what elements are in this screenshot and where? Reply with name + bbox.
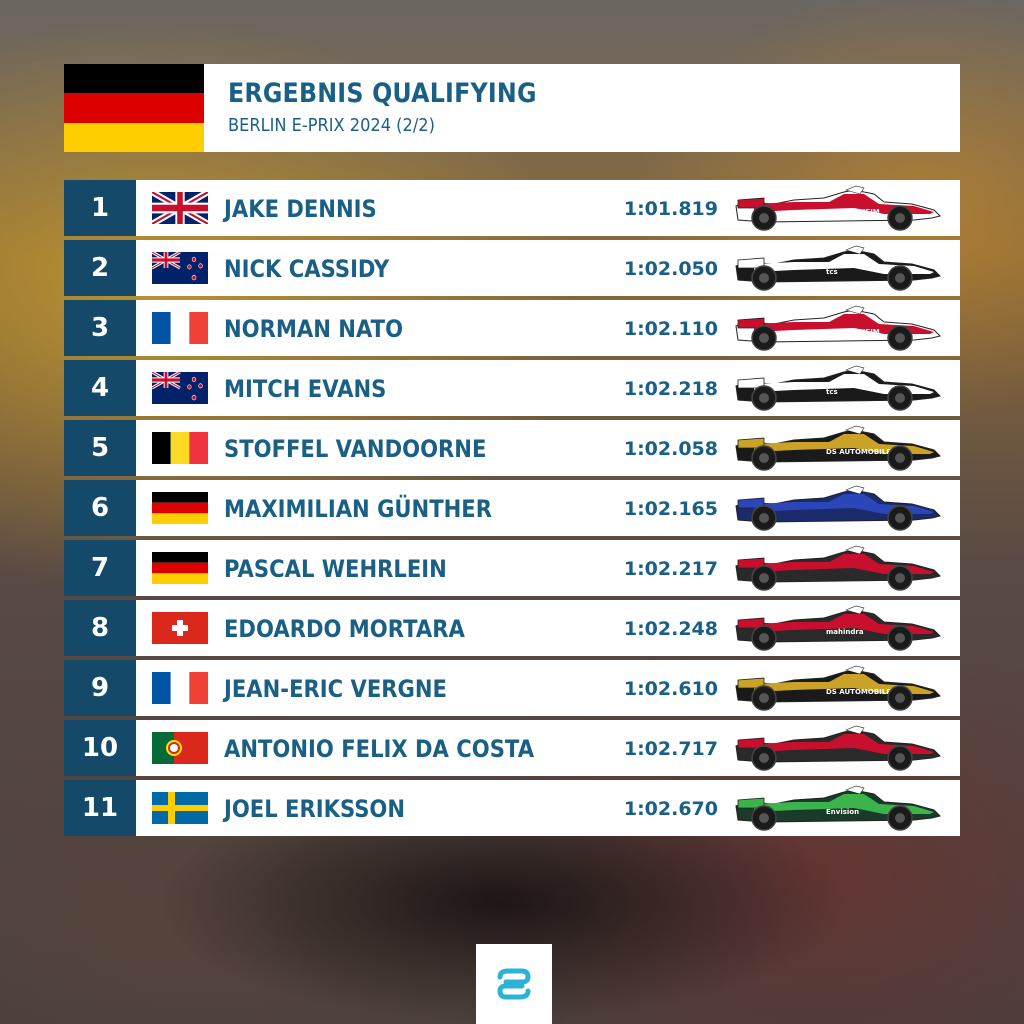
- result-row: 1 JAKE DENNIS 1:01.819 GUGGENHEIM: [64, 180, 960, 236]
- flag-stripe-gold: [64, 122, 204, 152]
- driver-name: JOEL ERIKSSON: [224, 795, 406, 823]
- lap-time: 1:02.670: [623, 798, 718, 820]
- position-number: 7: [64, 540, 136, 596]
- car-ds-icon: DS AUTOMOBILES: [734, 424, 944, 472]
- car-ds-icon: DS AUTOMOBILES: [734, 664, 944, 712]
- formula-e-logo-icon: [497, 968, 531, 1000]
- result-row: 6 MAXIMILIAN GÜNTHER 1:02.165: [64, 480, 960, 536]
- result-row: 10 ANTONIO FELIX DA COSTA 1:02.717: [64, 720, 960, 776]
- car-envision-icon: Envision: [734, 784, 944, 832]
- svg-text:GUGGENHEIM: GUGGENHEIM: [826, 208, 880, 216]
- driver-name: MAXIMILIAN GÜNTHER: [224, 495, 493, 523]
- lap-time: 1:02.217: [623, 558, 718, 580]
- ch-flag-icon: [152, 612, 208, 644]
- position-number: 8: [64, 600, 136, 656]
- position-number: 11: [64, 780, 136, 836]
- driver-name: JEAN-ERIC VERGNE: [224, 675, 447, 703]
- lap-time: 1:01.819: [623, 198, 718, 220]
- result-row: 11 JOEL ERIKSSON 1:02.670 Envision: [64, 780, 960, 836]
- car-porsche-icon: [734, 544, 944, 592]
- svg-text:mahindra: mahindra: [826, 628, 864, 636]
- position-number: 3: [64, 300, 136, 356]
- car-mahindra-icon: mahindra: [734, 604, 944, 652]
- lap-time: 1:02.058: [623, 438, 718, 460]
- position-number: 9: [64, 660, 136, 716]
- lap-time: 1:02.717: [623, 738, 718, 760]
- de-flag-icon: [152, 552, 208, 584]
- result-row: 4 MITCH EVANS 1:02.218 tcs: [64, 360, 960, 416]
- flag-stripe-black: [64, 64, 204, 94]
- de-flag-icon: [152, 492, 208, 524]
- svg-text:DS AUTOMOBILES: DS AUTOMOBILES: [826, 688, 896, 696]
- lap-time: 1:02.610: [623, 678, 718, 700]
- se-flag-icon: [152, 792, 208, 824]
- pt-flag-icon: [152, 732, 208, 764]
- car-jaguar-icon: tcs: [734, 244, 944, 292]
- formula-e-logo: [476, 944, 552, 1024]
- gb-flag-icon: [152, 192, 208, 224]
- fr-flag-icon: [152, 672, 208, 704]
- position-number: 2: [64, 240, 136, 296]
- page-title: ERGEBNIS QUALIFYING: [228, 78, 537, 109]
- car-porsche-icon: [734, 724, 944, 772]
- lap-time: 1:02.248: [623, 618, 718, 640]
- position-number: 10: [64, 720, 136, 776]
- lap-time: 1:02.050: [623, 258, 718, 280]
- germany-flag-icon: [64, 64, 204, 152]
- car-andretti-icon: GUGGENHEIM: [734, 304, 944, 352]
- result-row: 5 STOFFEL VANDOORNE 1:02.058 DS AUTOMOBI…: [64, 420, 960, 476]
- svg-text:GUGGENHEIM: GUGGENHEIM: [826, 328, 880, 336]
- nz-flag-icon: [152, 372, 208, 404]
- driver-name: MITCH EVANS: [224, 375, 387, 403]
- car-maserati-icon: [734, 484, 944, 532]
- position-number: 4: [64, 360, 136, 416]
- position-number: 1: [64, 180, 136, 236]
- driver-name: NICK CASSIDY: [224, 255, 390, 283]
- position-number: 6: [64, 480, 136, 536]
- driver-name: PASCAL WEHRLEIN: [224, 555, 447, 583]
- car-jaguar-icon: tcs: [734, 364, 944, 412]
- svg-text:tcs: tcs: [826, 388, 838, 396]
- fr-flag-icon: [152, 312, 208, 344]
- result-row: 7 PASCAL WEHRLEIN 1:02.217: [64, 540, 960, 596]
- lap-time: 1:02.218: [623, 378, 718, 400]
- driver-name: ANTONIO FELIX DA COSTA: [224, 735, 535, 763]
- driver-name: JAKE DENNIS: [224, 195, 377, 223]
- header-panel: ERGEBNIS QUALIFYING BERLIN E-PRIX 2024 (…: [64, 64, 960, 152]
- car-andretti-icon: GUGGENHEIM: [734, 184, 944, 232]
- result-row: 8 EDOARDO MORTARA 1:02.248 mahindra: [64, 600, 960, 656]
- result-row: 2 NICK CASSIDY 1:02.050 tcs: [64, 240, 960, 296]
- page-subtitle: BERLIN E-PRIX 2024 (2/2): [228, 115, 435, 136]
- lap-time: 1:02.110: [623, 318, 718, 340]
- position-number: 5: [64, 420, 136, 476]
- nz-flag-icon: [152, 252, 208, 284]
- result-row: 9 JEAN-ERIC VERGNE 1:02.610 DS AUTOMOBIL…: [64, 660, 960, 716]
- driver-name: EDOARDO MORTARA: [224, 615, 465, 643]
- svg-text:Envision: Envision: [826, 808, 859, 816]
- lap-time: 1:02.165: [623, 498, 718, 520]
- flag-stripe-red: [64, 93, 204, 123]
- be-flag-icon: [152, 432, 208, 464]
- svg-text:tcs: tcs: [826, 268, 838, 276]
- driver-name: NORMAN NATO: [224, 315, 404, 343]
- result-row: 3 NORMAN NATO 1:02.110 GUGGENHEIM: [64, 300, 960, 356]
- results-table: 1 JAKE DENNIS 1:01.819 GUGGENHEIM 2 NICK…: [64, 180, 960, 840]
- svg-text:DS AUTOMOBILES: DS AUTOMOBILES: [826, 448, 896, 456]
- driver-name: STOFFEL VANDOORNE: [224, 435, 487, 463]
